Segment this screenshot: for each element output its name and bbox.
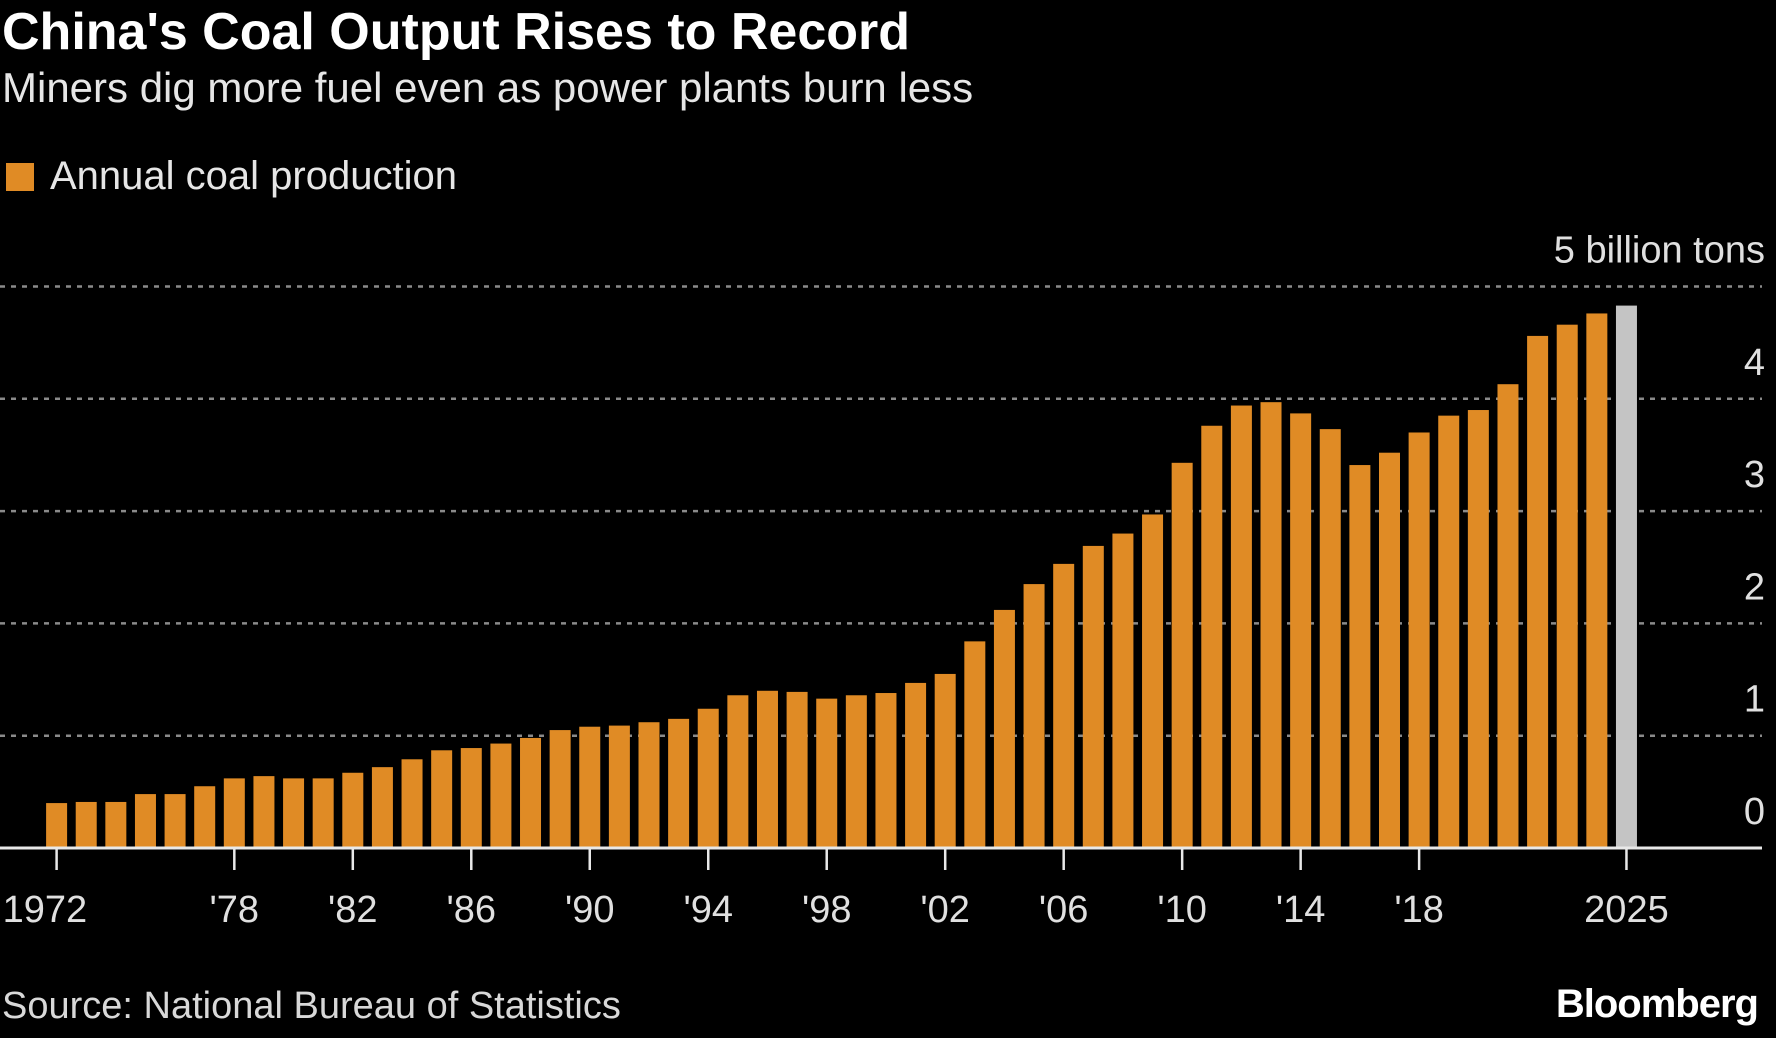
bar-2000 (875, 693, 897, 848)
y-tick-label: 0 (1744, 791, 1765, 833)
bar-2022 (1527, 335, 1549, 848)
bar-1977 (194, 786, 216, 848)
bar-1990 (579, 726, 601, 848)
y-tick-label: 1 (1744, 679, 1765, 721)
x-tick-label: 2025 (1584, 889, 1669, 931)
bar-1981 (312, 778, 334, 848)
bar-2021 (1497, 384, 1519, 848)
bar-1974 (105, 801, 127, 848)
x-tick-label: '18 (1394, 889, 1444, 931)
y-tick-label: 2 (1744, 566, 1765, 608)
bar-2023 (1556, 324, 1578, 848)
bar-1989 (549, 730, 571, 848)
x-tick-label: '98 (802, 889, 852, 931)
bar-1972 (46, 803, 68, 848)
bar-2008 (1112, 533, 1134, 848)
y-tick-label: 3 (1744, 454, 1765, 496)
x-tick-label: '10 (1157, 889, 1207, 931)
bar-2011 (1201, 425, 1223, 848)
bar-2005 (1023, 584, 1045, 848)
bar-2024 (1586, 313, 1608, 848)
bar-2020 (1467, 410, 1489, 848)
bar-1985 (431, 750, 453, 848)
bar-1993 (668, 718, 690, 848)
bar-1988 (520, 737, 542, 848)
bar-1973 (75, 801, 97, 848)
bar-1983 (371, 767, 393, 848)
y-tick-label: 4 (1744, 342, 1765, 384)
x-tick-label: '02 (920, 889, 970, 931)
bar-1999 (845, 695, 867, 848)
bar-1986 (460, 748, 482, 848)
legend-label: Annual coal production (50, 154, 457, 198)
bar-2015 (1319, 429, 1341, 848)
bar-1992 (638, 722, 660, 848)
x-tick-label: '14 (1276, 889, 1326, 931)
chart-title: China's Coal Output Rises to Record (2, 3, 911, 61)
bar-2017 (1379, 452, 1400, 848)
bar-1995 (727, 695, 749, 848)
bar-1975 (134, 794, 156, 848)
bar-1996 (756, 690, 778, 848)
bar-2002 (934, 673, 956, 848)
bar-2006 (1053, 563, 1075, 848)
x-tick-label: '78 (210, 889, 260, 931)
legend: Annual coal production (6, 154, 457, 199)
bar-2001 (905, 682, 927, 848)
bar-1991 (608, 725, 630, 848)
bar-2016 (1349, 465, 1371, 848)
x-tick-label: '82 (328, 889, 378, 931)
x-tick-label: 1972 (3, 889, 88, 931)
bar-2003 (964, 641, 986, 848)
bar-1980 (283, 778, 305, 848)
bar-2025 (1615, 305, 1637, 848)
source-note: Source: National Bureau of Statistics (2, 985, 621, 1027)
bar-2004 (993, 609, 1015, 848)
bar-1979 (253, 776, 275, 848)
bar-2012 (1230, 405, 1252, 848)
bar-1982 (342, 772, 364, 848)
bar-2014 (1290, 413, 1312, 848)
chart-subtitle: Miners dig more fuel even as power plant… (2, 64, 974, 111)
bloomberg-logo: Bloomberg (1555, 982, 1759, 1026)
bar-2007 (1082, 545, 1104, 848)
bar-1976 (164, 794, 186, 848)
bar-1987 (490, 743, 512, 848)
bar-1978 (223, 778, 245, 848)
bar-2009 (1142, 514, 1164, 848)
bar-1984 (401, 759, 423, 848)
x-tick-label: '06 (1039, 889, 1089, 931)
bar-2019 (1438, 415, 1460, 848)
bar-2013 (1260, 402, 1282, 848)
bar-1994 (697, 708, 719, 848)
x-tick-label: '86 (447, 889, 497, 931)
legend-swatch (6, 162, 34, 191)
x-tick-label: '94 (683, 889, 733, 931)
bar-1997 (786, 691, 808, 848)
x-tick-label: '90 (565, 889, 615, 931)
bar-2010 (1171, 462, 1193, 848)
y-unit-label: 5 billion tons (1554, 230, 1765, 272)
bar-1998 (816, 698, 838, 848)
bar-2018 (1408, 432, 1430, 848)
